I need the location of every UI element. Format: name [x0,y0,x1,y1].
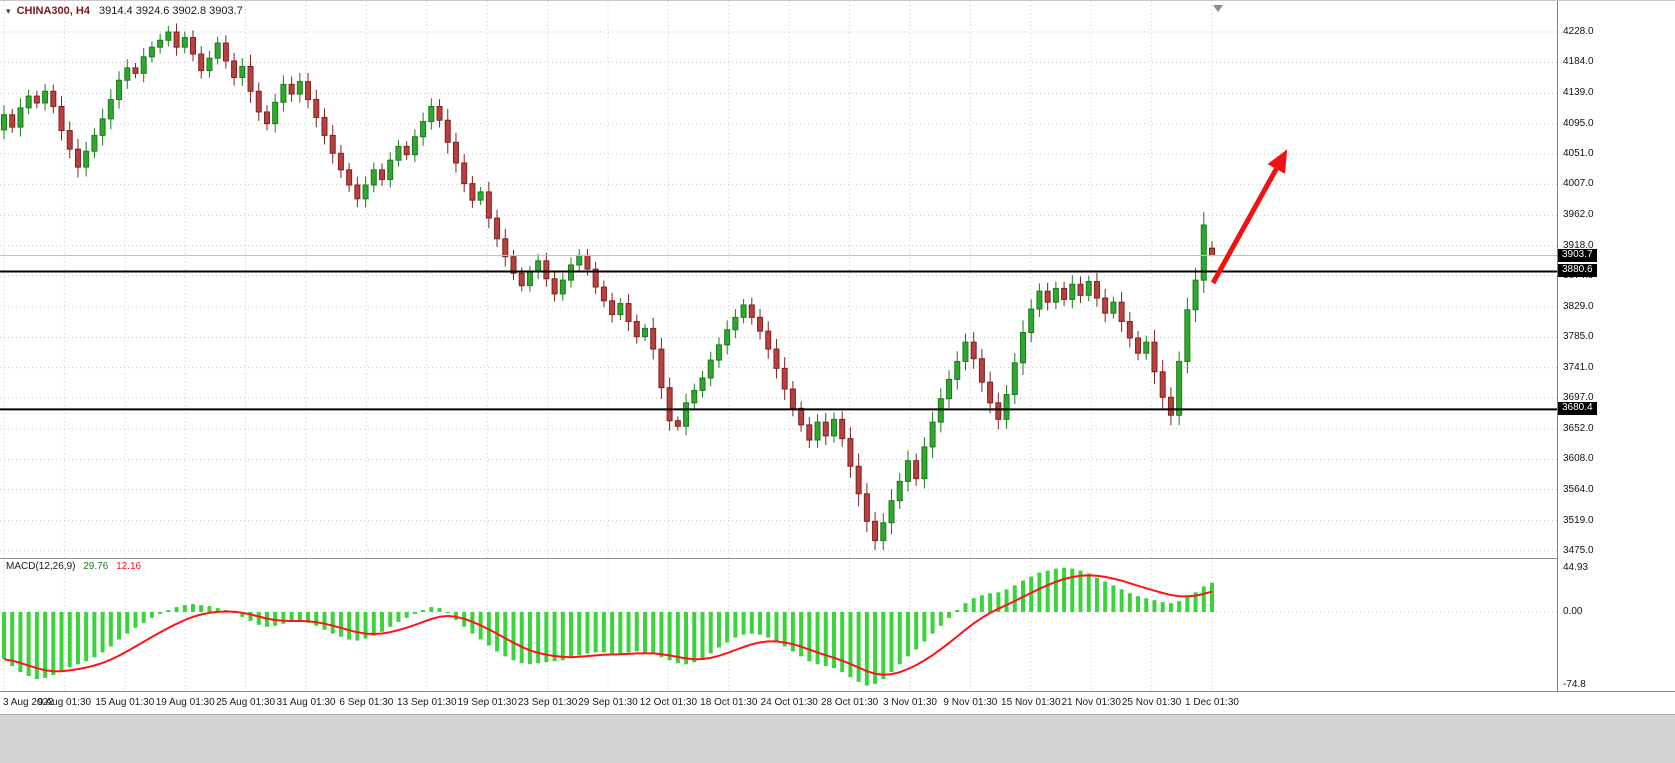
candlestick-chart-canvas[interactable] [0,1,1557,691]
time-axis-label: 12 Oct 01:30 [639,697,698,708]
price-axis-label: 3475.0 [1563,545,1594,556]
price-axis-label: 3697.0 [1563,391,1594,403]
price-axis[interactable]: 3903.7 3880.6 3680.4 4228.0 4184.0 4139.0 4… [1558,1,1675,691]
macd-axis-label: -74.8 [1563,679,1586,690]
price-axis-label: 4007.0 [1563,178,1594,190]
price-axis-label: 4228.0 [1563,26,1594,37]
macd-axis-label: 44.93 [1563,561,1589,573]
time-axis-label: 9 Aug 01:30 [37,697,92,708]
time-axis-label: 23 Sep 01:30 [517,697,578,708]
symbol-dropdown-icon[interactable]: ▾ [6,6,11,16]
price-axis-label: 4184.0 [1563,56,1594,68]
price-axis-label: 3652.0 [1563,423,1594,434]
price-axis-label: 3608.0 [1563,453,1594,465]
time-axis[interactable]: 3 Aug 2022 9 Aug 01:30 15 Aug 01:30 19 Aug … [0,691,1675,714]
time-axis-label: 13 Sep 01:30 [397,697,457,708]
time-axis-label: 15 Nov 01:30 [1001,697,1061,708]
macd-axis-label: 0.00 [1563,606,1583,617]
time-axis-label: 31 Aug 01:30 [276,697,336,708]
price-axis-label: 4095.0 [1563,117,1594,129]
symbol-timeframe-label: CHINA300, H4 [16,5,90,17]
price-axis-label: 3741.0 [1563,361,1594,373]
time-axis-label: 25 Nov 01:30 [1121,697,1182,708]
price-axis-label: 3918.0 [1563,239,1594,251]
macd-panel [2,567,1214,686]
horizontal-lines[interactable] [0,255,1557,411]
macd-signal-line [3,574,1213,676]
price-axis-label: 3519.0 [1563,514,1594,526]
chart-title: ▾ CHINA300, H4 3914.4 3924.6 3902.8 3903… [6,5,243,17]
time-axis-label: 28 Oct 01:30 [820,697,879,708]
macd-name: MACD(12,26,9) [6,561,76,572]
grid [0,1,1557,691]
time-axis-label: 3 Nov 01:30 [883,697,937,708]
time-axis-label: 9 Nov 01:30 [943,697,998,708]
level-price-tag-upper: 3880.6 [1558,264,1597,278]
time-axis-label: 15 Aug 01:30 [95,697,155,708]
macd-indicator-label: MACD(12,26,9) 29.76 12.16 [6,561,146,572]
price-axis-label: 4051.0 [1563,147,1594,159]
ohlc-values: 3914.4 3924.6 3902.8 3903.7 [99,5,243,17]
price-axis-label: 4139.0 [1563,87,1594,99]
time-axis-label: 18 Oct 01:30 [700,697,758,708]
price-axis-label: 3785.0 [1563,331,1594,343]
time-axis-label: 21 Nov 01:30 [1061,697,1121,708]
window-background [0,714,1675,763]
time-axis-label: 3 Aug 2022 [3,697,54,708]
time-axis-label: 19 Sep 01:30 [457,697,517,708]
price-chart[interactable]: ▾ CHINA300, H4 3914.4 3924.6 3902.8 3903… [0,1,1557,691]
candles [1,23,1215,551]
time-axis-label: 1 Dec 01:30 [1185,697,1239,708]
chart-shift-marker-icon[interactable] [1213,5,1223,12]
trend-arrow[interactable] [1210,149,1288,285]
time-axis-label: 24 Oct 01:30 [760,697,818,708]
price-axis-label: 3829.0 [1563,301,1594,312]
macd-main-value: 29.76 [83,561,109,572]
axis-divider [1557,1,1558,714]
price-axis-label: 3962.0 [1563,209,1594,221]
time-axis-label: 19 Aug 01:30 [155,697,215,708]
bid-price-tag: 3903.7 [1558,248,1597,262]
indicator-separator[interactable] [0,558,1675,559]
time-axis-label: 25 Aug 01:30 [216,697,276,708]
macd-signal-value: 12.16 [116,561,142,572]
level-price-tag-lower: 3680.4 [1558,402,1597,416]
time-axis-label: 29 Sep 01:30 [578,697,638,708]
time-axis-label: 6 Sep 01:30 [339,697,394,708]
price-axis-label: 3564.0 [1563,483,1594,495]
